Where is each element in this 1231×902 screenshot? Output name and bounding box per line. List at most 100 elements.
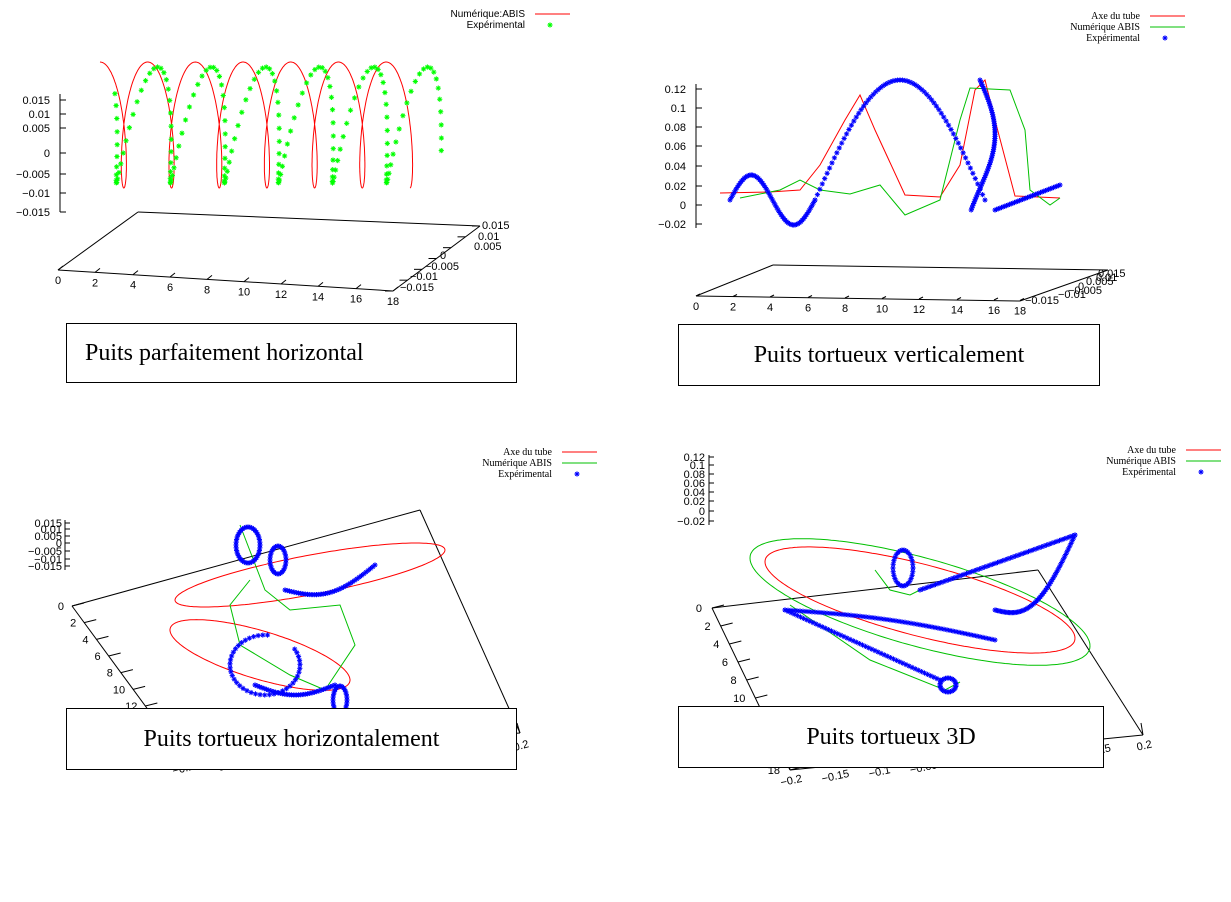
series-experimental-point (438, 135, 444, 141)
series-experimental-point (943, 118, 949, 124)
x-tick (918, 296, 924, 300)
series-axis-line (719, 79, 1061, 199)
x-tick-label: 6 (805, 303, 811, 315)
y-tick-label: 0.015 (482, 220, 510, 232)
caption-horizontal-tortuous: Puits tortueux horizontalement (66, 708, 517, 770)
series-experimental-point (941, 114, 947, 120)
y-tick (1140, 722, 1144, 736)
z-tick-label: −0.01 (22, 188, 50, 200)
series-experimental-point (276, 177, 283, 183)
series-experimental-point (384, 152, 390, 159)
y-tick-label: 0.005 (1086, 276, 1114, 288)
series-experimental-point (356, 84, 362, 90)
series-experimental-point (276, 112, 282, 118)
back-edge (137, 211, 481, 227)
series-experimental-point (380, 79, 386, 86)
series-experimental-point (282, 153, 288, 159)
series-experimental-point (299, 90, 305, 96)
series-experimental-point (891, 572, 897, 578)
y-tick-label: 0.015 (1098, 268, 1126, 280)
series-experimental-point (237, 683, 243, 689)
z-tick-label: 0.08 (665, 122, 686, 134)
x-tick (711, 604, 725, 609)
x-tick-label: 4 (130, 280, 136, 292)
x-tick-label: 0 (696, 603, 702, 615)
series-experimental-point (351, 95, 358, 101)
z-tick-label: 0.01 (29, 109, 50, 121)
series-experimental-point (234, 680, 240, 686)
x-tick-label: 4 (713, 639, 719, 651)
series-experimental-point (266, 66, 273, 72)
series-experimental-point (979, 192, 986, 198)
series-experimental-point (223, 175, 229, 181)
series-experimental-point (114, 153, 120, 160)
x-tick (169, 272, 176, 278)
back-left-edge (695, 264, 774, 297)
series-experimental-point (221, 105, 227, 111)
series-experimental-point (114, 176, 121, 182)
series-experimental-point (378, 72, 384, 78)
series-experimental-point (945, 122, 952, 128)
series-experimental-point (232, 136, 238, 142)
series-experimental-point (866, 614, 872, 620)
series-experimental-point (275, 99, 281, 105)
z-tick-label: 0.015 (22, 95, 50, 107)
series-experimental-point (232, 646, 239, 652)
series-experimental-point (251, 634, 257, 640)
y-tick (516, 722, 521, 734)
back-left-edge (57, 211, 139, 271)
series-experimental-point (168, 149, 174, 155)
z-tick-label: −0.005 (28, 546, 62, 558)
series-experimental-point (283, 557, 289, 563)
series-experimental-point (938, 110, 944, 116)
series-experimental-point (814, 192, 821, 198)
series-experimental-point (287, 683, 293, 689)
x-tick-label: 6 (167, 282, 173, 294)
series-experimental-point (853, 114, 859, 120)
right-edge (419, 509, 521, 734)
series-experimental-point (220, 92, 226, 99)
series-experimental-point (970, 170, 976, 176)
x-tick (132, 270, 139, 276)
series-experimental-point (279, 163, 285, 169)
series-experimental-point (173, 155, 179, 161)
y-tick-label: 0 (440, 250, 446, 262)
x-tick (695, 293, 701, 297)
series-experimental-point (333, 167, 339, 173)
legend-marker (1162, 35, 1168, 41)
series-experimental-point (229, 653, 235, 659)
z-tick-label: −0.005 (16, 169, 50, 181)
series-experimental-point (272, 78, 278, 84)
series-experimental-point (283, 686, 290, 692)
series-experimental-point (337, 146, 343, 152)
series-experimental-point (308, 72, 314, 78)
series-experimental-point (113, 102, 119, 109)
legend-marker (574, 471, 580, 477)
series-experimental-point (851, 118, 857, 124)
z-tick-label: 0.02 (665, 181, 686, 193)
x-tick-label: 0 (58, 601, 64, 613)
x-tick (737, 658, 751, 663)
x-tick (1019, 298, 1025, 301)
series-experimental-point (982, 197, 988, 203)
x-tick (243, 277, 250, 283)
series-experimental-point (226, 159, 232, 165)
series-experimental-point (438, 147, 444, 154)
series-experimental-point (239, 640, 245, 646)
series-experimental-point (848, 122, 855, 128)
series-experimental-point (412, 78, 418, 85)
series-experimental-point (858, 107, 864, 113)
series-experimental-point (360, 75, 366, 81)
series-experimental-point (331, 174, 337, 180)
z-tick-label: 0.1 (671, 103, 686, 115)
y-tick-label: −0.005 (1068, 285, 1102, 297)
series-experimental-point (263, 64, 269, 70)
series-experimental-point (958, 145, 964, 151)
series-experimental-point (340, 133, 346, 140)
series-experimental-point (303, 80, 310, 86)
series-experimental-point (278, 171, 284, 178)
series-experimental-point (257, 692, 263, 698)
series-experimental-point (165, 86, 171, 92)
legend-label: Axe du tube (1091, 11, 1140, 22)
series-experimental-point (834, 150, 840, 156)
